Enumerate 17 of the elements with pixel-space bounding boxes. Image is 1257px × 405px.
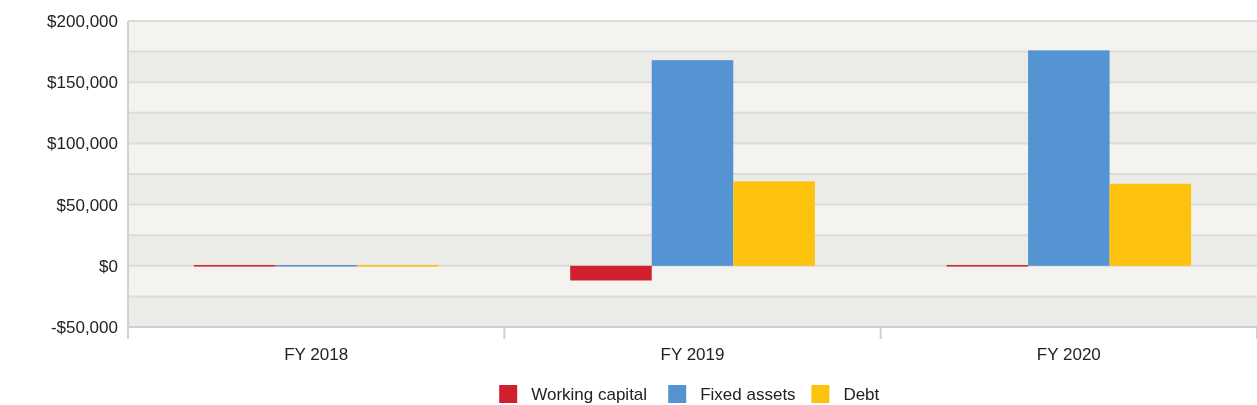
x-tick-label: FY 2020 [1036,345,1101,364]
bar [570,265,652,281]
y-tick-label: $100,000 [47,134,118,154]
legend-label: Debt [843,384,880,404]
y-tick-label: $0 [99,256,118,276]
bar [651,60,734,266]
y-tick-label: $150,000 [47,73,118,93]
legend-label: Working capital [531,384,648,404]
y-tick-label: -$50,000 [50,317,118,337]
bar [1109,183,1192,266]
legend-label: Fixed assets [700,384,796,404]
bar [733,181,815,266]
x-tick-label: FY 2018 [284,345,349,364]
y-tick-label: $50,000 [56,195,118,215]
x-tick-label: FY 2019 [660,345,725,364]
bar [1028,50,1110,266]
y-tick-label: $200,000 [47,11,118,31]
